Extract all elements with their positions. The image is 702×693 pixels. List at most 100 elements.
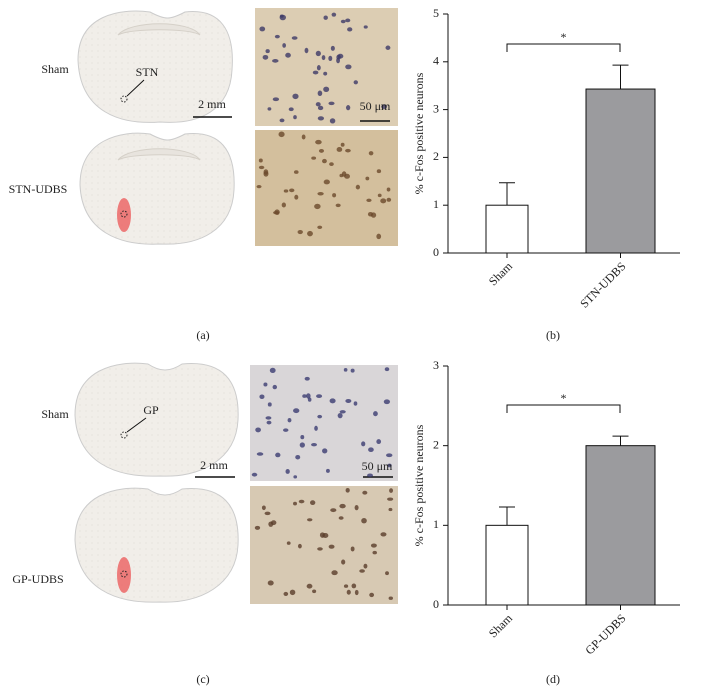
nucleus [363,25,368,29]
nucleus [299,442,305,448]
nucleus [345,398,352,403]
y-tick-label: 0 [433,597,439,611]
nucleus [346,589,351,595]
nucleus [307,518,313,522]
nucleus [340,19,346,24]
nucleus [380,198,387,204]
nucleus [314,425,318,431]
nucleus [317,116,325,121]
nucleus [363,563,368,569]
nucleus [370,543,377,548]
nucleus [285,468,290,474]
nucleus [376,233,382,240]
y-tick-label: 3 [433,358,439,372]
nucleus [345,148,351,153]
y-tick-label: 1 [433,197,439,211]
nucleus [376,439,382,445]
panel-label: (b) [546,328,560,342]
y-tick-label: 2 [433,149,439,163]
significance-bracket [506,43,621,52]
nucleus [376,169,382,174]
nucleus [366,198,372,203]
y-tick-label: 1 [433,517,439,531]
nucleus [388,596,393,600]
significance-mark: * [561,30,567,44]
nucleus [311,442,317,447]
nucleus [368,151,374,156]
nucleus [293,475,298,479]
nucleus [335,203,341,208]
nucleus [386,187,391,192]
nucleus [351,583,357,589]
nucleus [261,505,266,511]
nucleus [321,55,326,61]
nucleus [293,501,297,506]
panel-label: (d) [546,672,560,686]
nucleus [385,571,389,576]
nucleus [380,532,387,537]
nucleus [353,80,358,85]
nucleus [322,448,328,454]
nucleus [328,544,335,549]
nucleus [265,416,272,420]
nucleus [315,50,321,57]
y-tick-label: 2 [433,437,439,451]
nucleus [269,367,276,374]
brain-slice [74,362,239,478]
error-bar [612,435,629,446]
nucleus [317,547,323,551]
bar [485,524,529,606]
nucleus [289,589,296,596]
nucleus [323,15,328,20]
nucleus [355,184,361,190]
scale-label: 2 mm [198,97,226,111]
nucleus [297,229,303,235]
nucleus [377,193,382,198]
target-label: GP [143,403,159,417]
nucleus [316,65,321,71]
nucleus [267,107,272,111]
y-tick-label: 3 [433,101,439,115]
nucleus [386,453,393,458]
nucleus [337,53,344,59]
nucleus [264,511,271,516]
scale-label: 50 μm [362,459,393,473]
nucleus [325,468,330,473]
nucleus [323,71,328,76]
nucleus [270,520,277,526]
x-tick-label: GP-UDBS [582,611,628,657]
nucleus [354,589,359,596]
nucleus [275,452,281,458]
scale-label: 2 mm [200,458,228,472]
nucleus [258,165,265,170]
brain-slice [77,10,233,123]
nucleus [262,54,269,60]
nucleus [258,158,263,163]
group-label: Sham [41,407,69,421]
nucleus [283,428,289,432]
nucleus [316,394,323,399]
nucleus [314,203,321,210]
nucleus [283,591,289,597]
nucleus [317,225,323,230]
nucleus [387,497,394,501]
nucleus [293,115,297,120]
nucleus [274,209,280,215]
nucleus [368,447,374,453]
nucleus [353,401,358,406]
nucleus [272,97,280,102]
nucleus [306,583,313,589]
nucleus [345,18,351,23]
nucleus [365,176,370,181]
nucleus [288,107,294,112]
nucleus [292,93,299,100]
nucleus [345,64,352,70]
nucleus [359,569,365,573]
nucleus [328,101,335,106]
panel-label: (a) [196,328,209,342]
nucleus [340,142,345,147]
x-tick-label: Sham [486,611,516,641]
nucleus [336,147,343,152]
y-tick-label: 4 [433,54,439,68]
x-tick-label: STN-UDBS [577,259,628,310]
